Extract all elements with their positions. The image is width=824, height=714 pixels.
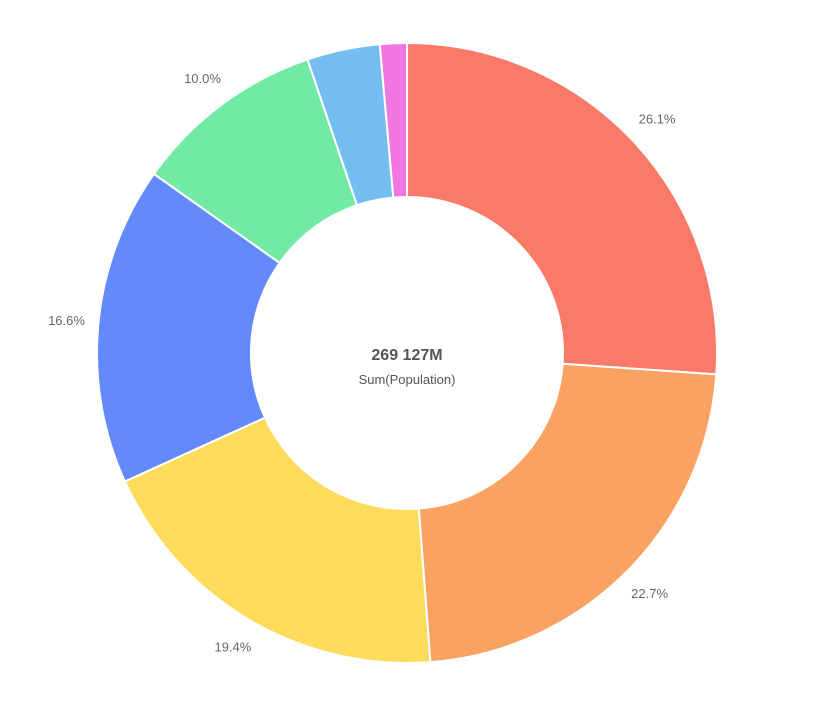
donut-slice[interactable]: [378, 41, 408, 199]
slice-percent-label: 16.6%: [48, 313, 85, 328]
slices-group: [96, 41, 718, 664]
slice-percent-label: 22.7%: [631, 586, 668, 601]
donut-slice[interactable]: [417, 362, 718, 664]
slice-percent-label: 26.1%: [639, 112, 676, 127]
center-caption: Sum(Population): [359, 372, 456, 387]
donut-slice[interactable]: [96, 172, 282, 483]
slice-labels-group: 26.1% 22.7% 19.4% 16.6% 10.0%: [48, 71, 676, 655]
slice-percent-label: 10.0%: [184, 71, 221, 86]
slice-percent-label: 19.4%: [214, 639, 251, 654]
donut-slice[interactable]: [123, 416, 432, 664]
donut-slice[interactable]: [406, 41, 718, 376]
center-total-value: 269 127M: [371, 347, 442, 364]
